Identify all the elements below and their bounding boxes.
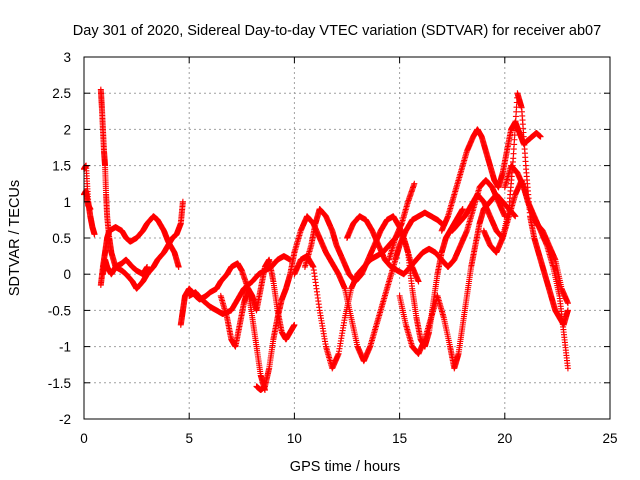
y-tick-label: -1.5 — [48, 376, 71, 391]
data-point — [411, 180, 418, 187]
y-axis-label: SDTVAR / TECUs — [7, 180, 23, 296]
x-tick-label: 20 — [497, 431, 512, 446]
data-point — [291, 321, 298, 328]
y-tick-label: -1 — [59, 340, 71, 355]
x-tick-labels: 0 5 10 15 20 25 — [80, 431, 617, 446]
y-tick-labels: -2 -1.5 -1 -0.5 0 0.5 1 1.5 2 2.5 3 — [48, 50, 71, 427]
y-tick-label: 3 — [63, 50, 71, 65]
x-tick-label: 15 — [392, 431, 407, 446]
data-point — [175, 263, 182, 270]
data-point — [144, 263, 151, 270]
data-point — [415, 278, 422, 285]
data-point — [179, 198, 186, 205]
y-tick-label: 0.5 — [52, 231, 71, 246]
data-points — [81, 86, 571, 394]
x-tick-label: 5 — [185, 431, 193, 446]
y-tick-label: 2 — [63, 122, 71, 137]
y-tick-label: -2 — [59, 412, 71, 427]
y-tick-label: 0 — [63, 267, 71, 282]
x-tick-label: 25 — [602, 431, 617, 446]
data-point — [87, 206, 94, 213]
chart-title: Day 301 of 2020, Sidereal Day-to-day VTE… — [73, 23, 601, 39]
x-axis-label: GPS time / hours — [290, 459, 400, 475]
x-tick-label: 10 — [287, 431, 302, 446]
x-tick-label: 0 — [80, 431, 88, 446]
y-tick-label: -0.5 — [48, 303, 71, 318]
y-tick-label: 2.5 — [52, 86, 71, 101]
data-point — [91, 231, 98, 238]
y-tick-label: 1 — [63, 195, 71, 210]
y-tick-label: 1.5 — [52, 159, 71, 174]
